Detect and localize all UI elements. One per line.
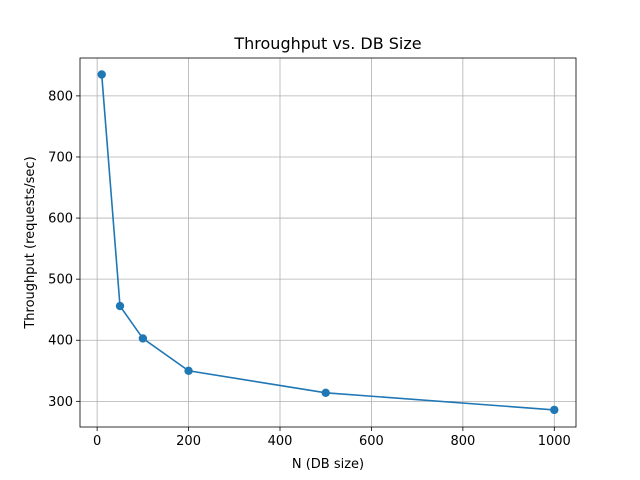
data-point (97, 70, 106, 79)
series-line (100, 74, 555, 411)
plot-frame (79, 57, 577, 428)
y-tick-label: 600 (48, 212, 73, 227)
y-tick-label: 800 (48, 89, 73, 104)
x-tick-label: 800 (450, 434, 475, 449)
x-tick-label: 0 (93, 434, 101, 449)
data-point (115, 301, 125, 311)
y-tick-label: 400 (48, 334, 73, 349)
data-point (184, 366, 193, 375)
x-tick-label: 1000 (538, 434, 571, 449)
y-tick-label: 500 (48, 273, 73, 288)
x-tick-label: 400 (268, 434, 293, 449)
x-axis-label: N (DB size) (292, 457, 364, 472)
grid (80, 58, 576, 427)
data-series (97, 70, 559, 415)
x-tick-label: 600 (359, 434, 384, 449)
data-point (138, 334, 148, 343)
chart-title: Throughput vs. DB Size (233, 34, 421, 53)
y-tick-label: 300 (48, 395, 73, 410)
data-point (321, 388, 330, 397)
ticks: 0 200 400 600 800 1000 300 400 500 600 700 800 (48, 89, 571, 449)
x-tick-label: 200 (176, 434, 201, 449)
y-tick-label: 700 (48, 150, 73, 165)
y-axis-label: Throughput (requests/sec) (23, 156, 38, 329)
data-point (550, 405, 559, 415)
